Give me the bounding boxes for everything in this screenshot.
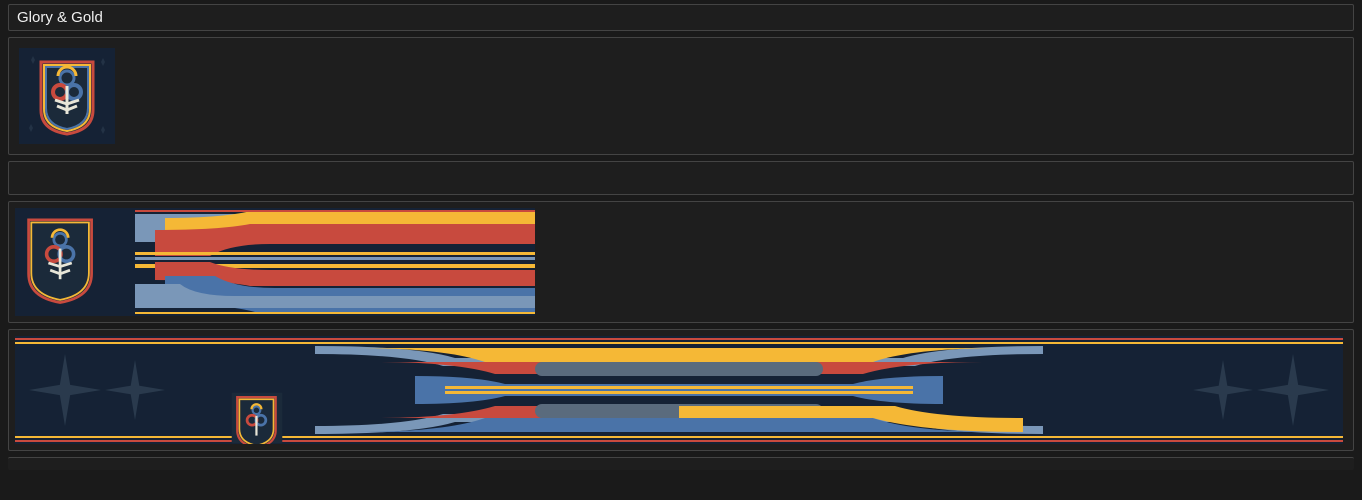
emblem-banner-wide[interactable] — [15, 336, 1343, 444]
emblem-spacer-panel — [8, 161, 1354, 195]
emblem-title-panel: Glory & Gold — [8, 4, 1354, 31]
emblem-title: Glory & Gold — [17, 9, 103, 26]
emblem-banner-medium-panel — [8, 201, 1354, 323]
emblem-icon[interactable] — [19, 48, 115, 144]
trailing-divider — [8, 457, 1354, 470]
emblem-banner-wide-panel — [8, 329, 1354, 451]
emblem-banner-medium[interactable] — [15, 208, 535, 316]
emblem-icon-panel — [8, 37, 1354, 155]
